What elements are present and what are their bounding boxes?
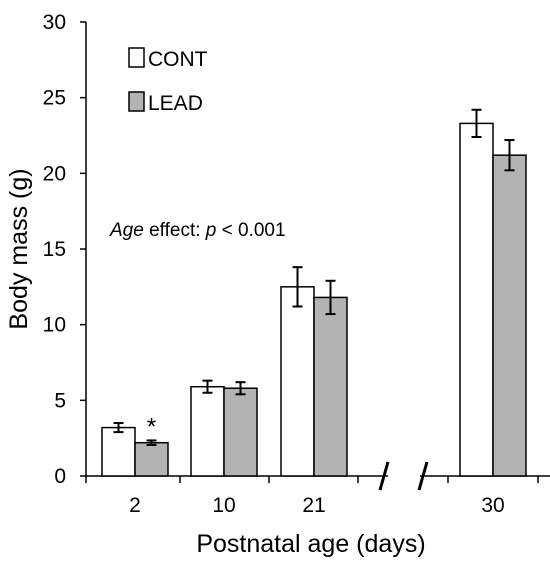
age-effect-annotation: Age effect: p < 0.001 (109, 220, 286, 241)
legend-swatch-lead (128, 91, 145, 112)
annotation-middle: effect: (144, 220, 206, 241)
x-tick-label: 2 (129, 494, 141, 517)
bar-lead (223, 387, 258, 477)
bar-lead (134, 441, 169, 477)
x-tick-label: 30 (481, 494, 504, 517)
axis-break-mark (378, 461, 429, 491)
axes: 0 5 10 15 20 25 30 2 10 21 30 (43, 11, 550, 517)
bar-lead (313, 296, 348, 477)
y-axis-title: Body mass (g) (5, 168, 33, 329)
error-bar-cont (471, 108, 482, 139)
annotation-suffix: < 0.001 (216, 220, 285, 241)
x-tick-label: 10 (212, 494, 235, 517)
bar-lead (492, 154, 527, 477)
x-tick-label: 21 (302, 494, 325, 517)
significance-marks: * (147, 413, 156, 440)
legend: CONT LEAD (128, 47, 208, 115)
y-ticks: 0 5 10 15 20 25 30 (43, 11, 86, 488)
y-tick-label: 0 (54, 465, 66, 488)
error-bar-lead (235, 381, 246, 396)
bar-cont (101, 426, 136, 477)
legend-swatch-cont (128, 47, 145, 68)
x-ticks: 2 10 21 30 (85, 476, 539, 517)
y-tick-label: 10 (43, 314, 66, 337)
error-bar-lead (325, 279, 336, 316)
bar-cont (280, 286, 315, 477)
error-bar-lead (146, 439, 157, 446)
bars (101, 122, 527, 477)
y-tick-label: 5 (54, 389, 66, 412)
y-tick-label: 20 (43, 162, 66, 185)
bar-cont (459, 122, 494, 477)
legend-label-cont: CONT (148, 48, 208, 71)
annotation-italic-prefix: Age (109, 220, 144, 241)
significance-star: * (147, 413, 156, 440)
y-tick-label: 25 (43, 87, 66, 110)
error-bars (113, 108, 515, 446)
x-axis-title: Postnatal age (days) (196, 530, 425, 558)
error-bar-cont (202, 379, 213, 394)
legend-label-lead: LEAD (148, 92, 203, 115)
annotation-italic-var: p (205, 220, 217, 241)
bar-cont (190, 385, 225, 477)
error-bar-cont (113, 422, 124, 434)
y-tick-label: 15 (43, 238, 66, 261)
error-bar-cont (292, 266, 303, 308)
error-bar-lead (504, 139, 515, 172)
y-tick-label: 30 (43, 11, 66, 34)
